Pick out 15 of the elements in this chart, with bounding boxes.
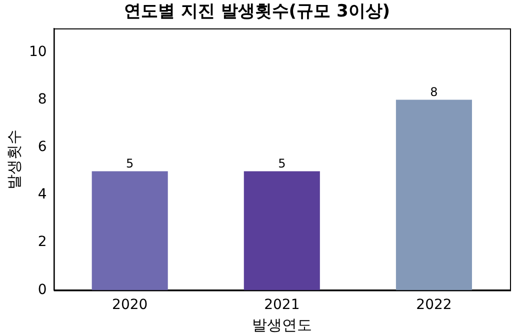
y-tick-label: 0: [38, 282, 47, 298]
y-tick-label: 10: [28, 44, 47, 60]
y-tick-label: 4: [38, 186, 47, 203]
x-axis-title: 발생연도: [252, 316, 312, 334]
x-tick-label: 2020: [112, 297, 148, 314]
data-label: 8: [430, 84, 438, 99]
y-axis-title: 발생횟수: [4, 129, 23, 190]
y-tick-label: 6: [38, 139, 47, 156]
y-tick-label: 8: [38, 91, 47, 108]
x-tick-label: 2021: [264, 297, 300, 314]
x-tick-label: 2022: [416, 297, 452, 314]
data-label: 5: [278, 156, 286, 170]
data-label: 5: [126, 156, 134, 170]
y-tick-label: 2: [38, 234, 47, 250]
chart-title: 연도별 지진 발생횟수(규모 3이상): [124, 2, 390, 22]
